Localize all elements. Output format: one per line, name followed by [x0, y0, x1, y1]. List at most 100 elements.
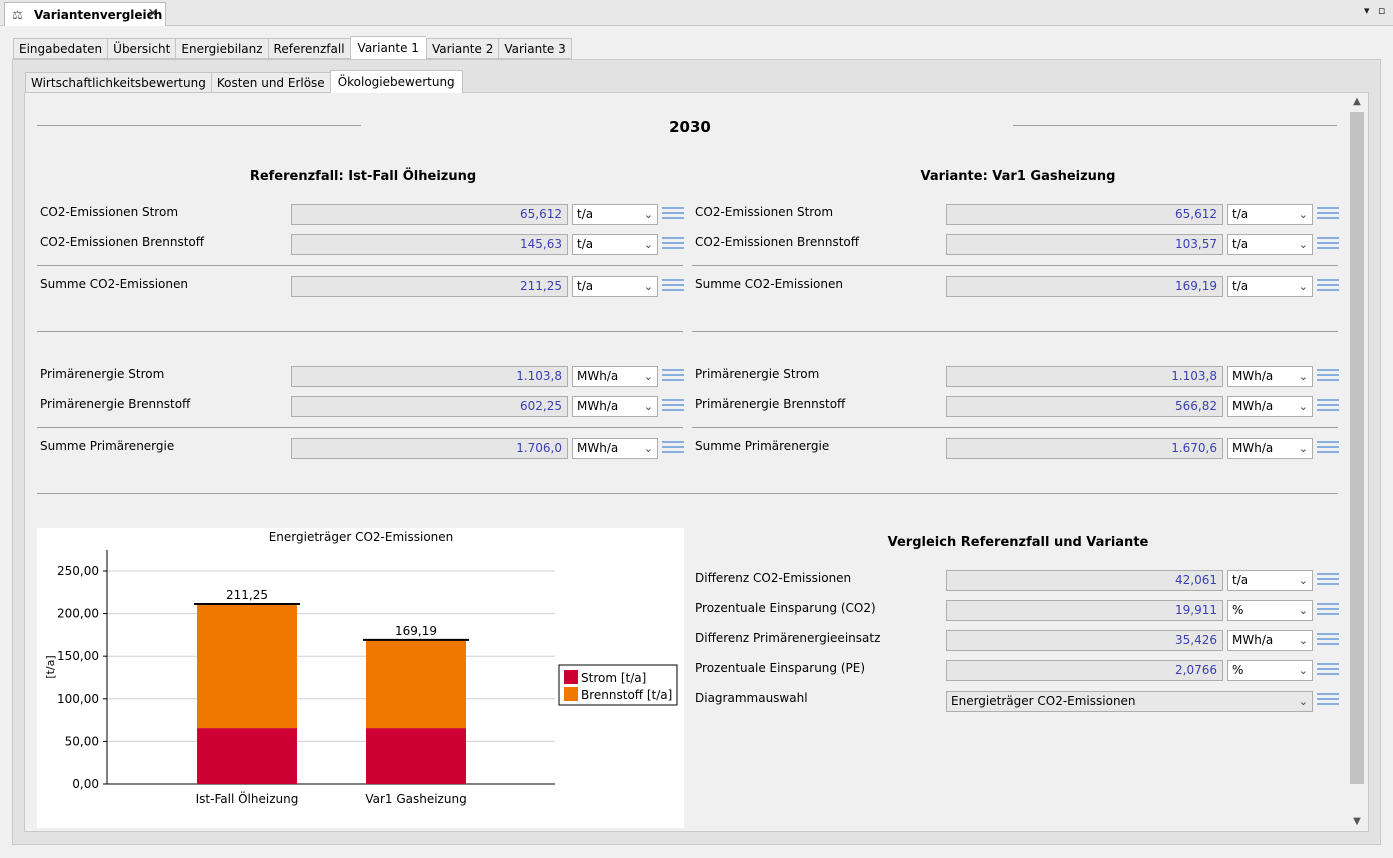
tab-energiebilanz[interactable]: Energiebilanz: [175, 38, 268, 59]
diff-pe-label: Differenz Primärenergieeinsatz: [695, 631, 881, 645]
y-tick-label: 200,00: [57, 607, 99, 621]
tab-referenzfall[interactable]: Referenzfall: [267, 38, 350, 59]
co2-chart: Energieträger CO2-Emissionen 0,00 50,00 100…: [44, 530, 678, 806]
chevron-down-icon: ⌄: [1298, 238, 1308, 251]
pct-co2-label: Prozentuale Einsparung (CO2): [695, 601, 876, 615]
window-tab-title: Variantenvergleich: [34, 7, 163, 22]
diff-co2-unit[interactable]: t/a ⌄: [1227, 570, 1313, 591]
year-heading: 2030: [669, 118, 711, 136]
chevron-down-icon: ⌄: [1298, 574, 1308, 587]
ref-pe-strom-unit[interactable]: MWh/a ⌄: [572, 366, 658, 387]
tab-kosten-und-erloese[interactable]: Kosten und Erlöse: [210, 72, 330, 93]
var-pe-summe-value: 1.670,6: [946, 438, 1223, 459]
main-tabs: Eingabedaten Übersicht Energiebilanz Ref…: [13, 36, 572, 59]
var-co2-brennstoff-unit[interactable]: t/a ⌄: [1227, 234, 1313, 255]
hamburger-menu-icon[interactable]: [1317, 279, 1339, 295]
ref-co2-brennstoff-unit[interactable]: t/a ⌄: [572, 234, 658, 255]
pe-brennstoff-label: Primärenergie Brennstoff: [40, 397, 191, 411]
view-menu-icon[interactable]: ▾: [1364, 4, 1370, 17]
unit-value: t/a: [1232, 279, 1249, 293]
scroll-up-icon[interactable]: ▲: [1353, 96, 1361, 107]
var-co2-brennstoff-value: 103,57: [946, 234, 1223, 255]
chevron-down-icon: ⌄: [643, 238, 653, 251]
hamburger-menu-icon[interactable]: [662, 369, 684, 385]
bar-total-label: 211,25: [226, 588, 268, 602]
tab-oekologiebewertung[interactable]: Ökologiebewertung: [329, 70, 463, 93]
unit-value: t/a: [577, 207, 594, 221]
hamburger-menu-icon[interactable]: [1317, 663, 1339, 679]
co2-summe-label: Summe CO2-Emissionen: [695, 277, 843, 291]
pe-strom-label: Primärenergie Strom: [40, 367, 165, 381]
var-pe-brennstoff-unit[interactable]: MWh/a ⌄: [1227, 396, 1313, 417]
ref-co2-summe-unit[interactable]: t/a ⌄: [572, 276, 658, 297]
close-icon[interactable]: ✕: [147, 6, 159, 22]
pct-co2-unit[interactable]: % ⌄: [1227, 600, 1313, 621]
hamburger-menu-icon[interactable]: [1317, 633, 1339, 649]
diagram-select[interactable]: Energieträger CO2-Emissionen ⌄: [946, 691, 1313, 712]
tab-variante-3[interactable]: Variante 3: [498, 38, 572, 59]
ref-co2-strom-unit[interactable]: t/a ⌄: [572, 204, 658, 225]
pct-pe-unit[interactable]: % ⌄: [1227, 660, 1313, 681]
chevron-down-icon: ⌄: [643, 370, 653, 383]
hamburger-menu-icon[interactable]: [1317, 573, 1339, 589]
chevron-down-icon: ⌄: [1298, 634, 1308, 647]
diff-pe-value: 35,426: [946, 630, 1223, 651]
hamburger-menu-icon[interactable]: [662, 207, 684, 223]
diff-co2-label: Differenz CO2-Emissionen: [695, 571, 852, 585]
hamburger-menu-icon[interactable]: [662, 441, 684, 457]
chevron-down-icon: ⌄: [643, 280, 653, 293]
hamburger-menu-icon[interactable]: [662, 399, 684, 415]
unit-value: t/a: [1232, 207, 1249, 221]
hamburger-menu-icon[interactable]: [1317, 441, 1339, 457]
tab-variante-2[interactable]: Variante 2: [425, 38, 499, 59]
tab-uebersicht[interactable]: Übersicht: [107, 38, 176, 59]
hamburger-menu-icon[interactable]: [1317, 693, 1339, 709]
ref-pe-summe-unit[interactable]: MWh/a ⌄: [572, 438, 658, 459]
co2-strom-label: CO2-Emissionen Strom: [695, 205, 834, 219]
vertical-scrollbar[interactable]: ▲ ▼: [1349, 94, 1365, 830]
var-pe-summe-unit[interactable]: MWh/a ⌄: [1227, 438, 1313, 459]
var-pe-brennstoff-value: 566,82: [946, 396, 1223, 417]
diff-pe-unit[interactable]: MWh/a ⌄: [1227, 630, 1313, 651]
hamburger-menu-icon[interactable]: [1317, 399, 1339, 415]
tab-eingabedaten[interactable]: Eingabedaten: [13, 38, 108, 59]
var-co2-strom-unit[interactable]: t/a ⌄: [1227, 204, 1313, 225]
bar-segment-strom: [197, 728, 297, 784]
hamburger-menu-icon[interactable]: [1317, 603, 1339, 619]
chevron-down-icon: ⌄: [1298, 664, 1308, 677]
divider: [37, 331, 683, 332]
scrollbar-thumb[interactable]: [1350, 112, 1364, 784]
bar-total-label: 169,19: [395, 624, 437, 638]
hamburger-menu-icon[interactable]: [1317, 207, 1339, 223]
window-tab[interactable]: ⚖ Variantenvergleich ✕: [4, 2, 166, 26]
maximize-icon[interactable]: ▫: [1378, 4, 1386, 17]
unit-value: t/a: [577, 279, 594, 293]
var-pe-strom-unit[interactable]: MWh/a ⌄: [1227, 366, 1313, 387]
y-tick-label: 0,00: [72, 777, 99, 791]
hamburger-menu-icon[interactable]: [1317, 237, 1339, 253]
pe-brennstoff-label: Primärenergie Brennstoff: [695, 397, 846, 411]
y-axis-label: [t/a]: [44, 655, 57, 678]
tab-wirtschaftlichkeitsbewertung[interactable]: Wirtschaftlichkeitsbewertung: [25, 72, 211, 93]
bar-segment-brennstoff: [197, 604, 297, 729]
scroll-down-icon[interactable]: ▼: [1353, 816, 1361, 827]
chevron-down-icon: ⌄: [1298, 442, 1308, 455]
hamburger-menu-icon[interactable]: [662, 237, 684, 253]
divider: [692, 427, 1338, 428]
ref-pe-brennstoff-unit[interactable]: MWh/a ⌄: [572, 396, 658, 417]
comparison-title: Vergleich Referenzfall und Variante: [887, 535, 1149, 550]
hamburger-menu-icon[interactable]: [662, 279, 684, 295]
divider: [692, 265, 1338, 266]
hamburger-menu-icon[interactable]: [1317, 369, 1339, 385]
chevron-down-icon: ⌄: [643, 442, 653, 455]
divider: [1013, 125, 1337, 126]
var-co2-summe-unit[interactable]: t/a ⌄: [1227, 276, 1313, 297]
legend-label: Strom [t/a]: [581, 671, 646, 685]
chevron-down-icon: ⌄: [643, 208, 653, 221]
co2-brennstoff-label: CO2-Emissionen Brennstoff: [40, 235, 205, 249]
x-tick-label: Var1 Gasheizung: [365, 792, 466, 806]
tab-variante-1[interactable]: Variante 1: [349, 36, 426, 59]
unit-value: MWh/a: [577, 441, 619, 455]
divider: [37, 125, 361, 126]
chevron-down-icon: ⌄: [643, 400, 653, 413]
